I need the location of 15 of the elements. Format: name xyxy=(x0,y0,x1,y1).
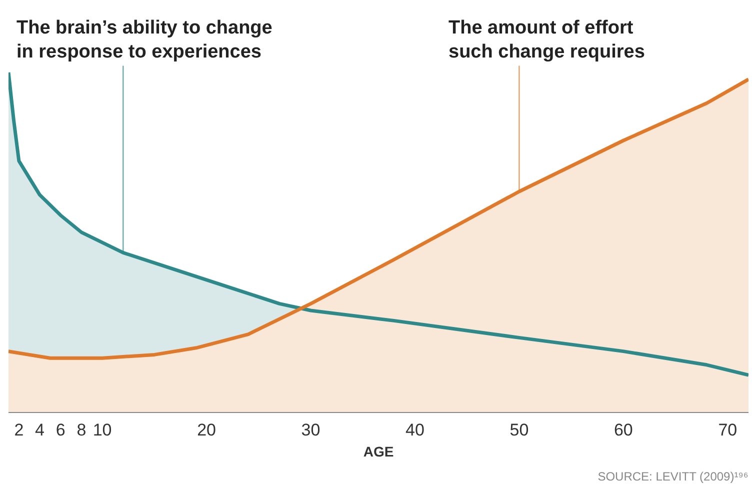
x-axis-title: AGE xyxy=(363,444,394,460)
x-tick-label: 50 xyxy=(510,420,529,440)
x-tick-label: 20 xyxy=(197,420,216,440)
x-tick-label: 6 xyxy=(56,420,66,440)
x-tick-label: 60 xyxy=(614,420,633,440)
source-note: SOURCE: LEVITT (2009)¹⁹⁶ xyxy=(598,470,748,484)
x-tick-label: 70 xyxy=(718,420,738,440)
x-tick-label: 8 xyxy=(76,420,86,440)
text: The amount of effort such change requires xyxy=(448,18,645,63)
x-tick-label: 30 xyxy=(301,420,320,440)
x-tick-label: 2 xyxy=(14,420,24,440)
x-tick-label: 4 xyxy=(35,420,45,440)
series-label: The brain’s ability to change in response to experiences xyxy=(16,18,272,63)
x-tick-label: 40 xyxy=(406,420,424,440)
x-tick-label: 10 xyxy=(92,420,112,440)
